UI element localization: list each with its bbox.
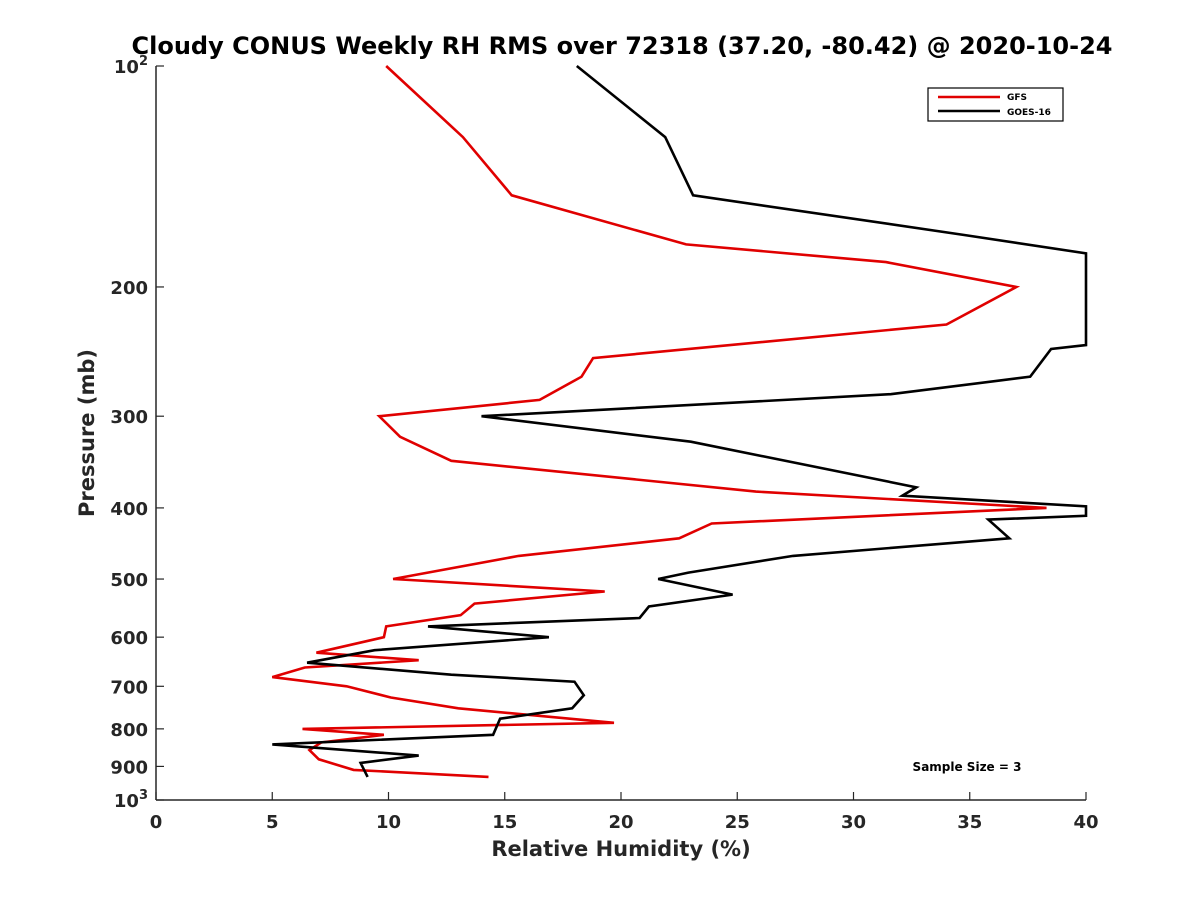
y-tick-label: 400 xyxy=(110,499,148,520)
x-tick-label: 0 xyxy=(150,812,163,833)
y-tick-label: 700 xyxy=(110,677,148,698)
x-tick-label: 15 xyxy=(492,812,517,833)
x-ticks: 0 5 10 15 20 25 30 35 40 xyxy=(150,792,1099,833)
x-tick-label: 40 xyxy=(1073,812,1098,833)
series-lines xyxy=(271,64,1088,779)
x-tick-label: 35 xyxy=(957,812,982,833)
y-ticks: 102 200 300 400 500 600 700 800 900 103 xyxy=(110,54,164,812)
legend-label-gfs: GFS xyxy=(1007,93,1027,103)
series-line-gfs xyxy=(271,65,1047,779)
legend-box xyxy=(927,87,1064,122)
legend: GFS GOES-16 xyxy=(927,87,1064,122)
y-axis-label: Pressure (mb) xyxy=(75,349,99,517)
x-axis-label: Relative Humidity (%) xyxy=(491,837,750,861)
x-tick-label: 10 xyxy=(376,812,401,833)
chart-title: Cloudy CONUS Weekly RH RMS over 72318 (3… xyxy=(132,32,1113,60)
y-tick-exponent: 3 xyxy=(139,788,148,803)
x-tick-label: 30 xyxy=(841,812,866,833)
x-tick-label: 5 xyxy=(266,812,279,833)
y-tick-label: 800 xyxy=(110,720,148,741)
y-tick-label: 500 xyxy=(110,570,148,591)
y-tick-exponent: 2 xyxy=(139,54,148,69)
y-tick-label: 600 xyxy=(110,628,148,649)
series-line-goes16 xyxy=(272,64,1088,778)
y-tick-label: 200 xyxy=(110,278,148,299)
y-tick-label: 900 xyxy=(110,757,148,778)
legend-label-goes16: GOES-16 xyxy=(1007,108,1051,118)
x-tick-label: 20 xyxy=(608,812,633,833)
y-tick-label: 300 xyxy=(110,407,148,428)
sample-size-annotation: Sample Size = 3 xyxy=(913,760,1022,774)
y-tick-label: 102 xyxy=(114,54,148,78)
x-tick-label: 25 xyxy=(725,812,750,833)
y-tick-label: 103 xyxy=(114,788,148,812)
